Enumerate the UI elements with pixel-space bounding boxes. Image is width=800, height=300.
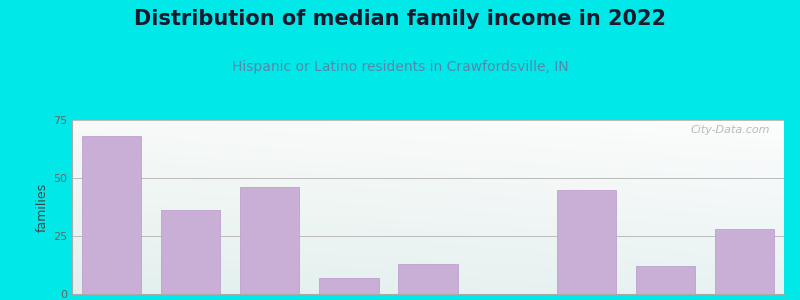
Bar (240, 187, 299, 294)
Bar (636, 266, 695, 294)
Text: Hispanic or Latino residents in Crawfordsville, IN: Hispanic or Latino residents in Crawford… (232, 60, 568, 74)
Y-axis label: families: families (36, 182, 49, 232)
Text: City-Data.com: City-Data.com (690, 125, 770, 135)
Bar (398, 264, 458, 294)
Text: Distribution of median family income in 2022: Distribution of median family income in … (134, 9, 666, 29)
Bar (714, 229, 774, 294)
Bar (319, 278, 378, 294)
Bar (161, 211, 220, 294)
Bar (557, 190, 616, 294)
Bar (82, 136, 142, 294)
